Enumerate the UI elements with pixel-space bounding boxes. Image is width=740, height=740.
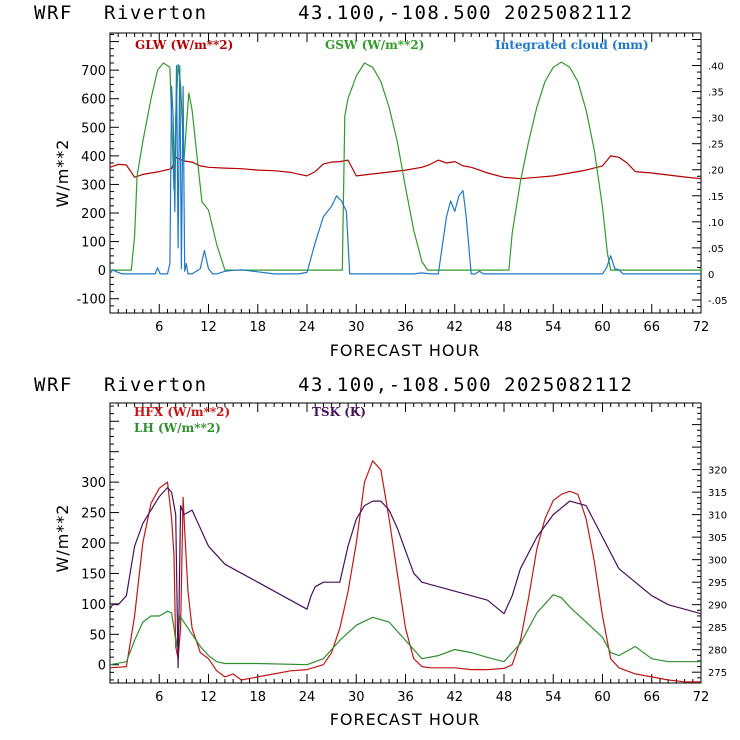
panel2-xlabel: FORECAST HOUR [330, 710, 481, 729]
x-tick-label: 60 [594, 690, 611, 705]
panel1-title-date: 2025082112 [504, 2, 634, 24]
y2-tick-label: 285 [708, 623, 727, 634]
y2-tick-label: .35 [708, 88, 724, 99]
y-tick-label: 500 [81, 121, 106, 136]
legend-entry: LH (W/m**2) [134, 421, 221, 435]
x-tick-label: 54 [545, 690, 562, 705]
x-tick-label: 66 [643, 320, 660, 335]
x-tick-label: 66 [643, 690, 660, 705]
legend-entry: Integrated cloud (mm) [495, 38, 649, 52]
legend-entry: GLW (W/m**2) [135, 38, 233, 52]
x-tick-label: 30 [348, 690, 365, 705]
x-tick-label: 42 [446, 320, 463, 335]
y-tick-label: 100 [81, 236, 106, 251]
y-tick-label: 50 [89, 628, 106, 643]
y2-tick-label: 300 [708, 556, 727, 567]
panel1-title-station: Riverton [104, 2, 208, 24]
panel1-title: WRF Riverton 43.100,-108.500 2025082112 [0, 0, 740, 30]
y2-tick-label: 295 [708, 578, 727, 589]
y2-tick-label: .15 [708, 192, 724, 203]
x-tick-label: 12 [200, 320, 217, 335]
x-tick-label: 42 [446, 690, 463, 705]
panel2-title-model: WRF [34, 374, 73, 396]
y2-tick-label: 305 [708, 533, 727, 544]
x-tick-label: 6 [155, 320, 163, 335]
x-tick-label: 54 [545, 320, 562, 335]
series-line-0 [109, 460, 701, 683]
y-tick-label: 250 [81, 507, 106, 522]
radiation-chart: 6 12 18 24 30 36 42 48 54 60 66 72 -100 0 100 200 300 400… [53, 32, 728, 360]
series-line-0 [109, 155, 702, 180]
y-tick-label: 0 [98, 659, 106, 674]
x-tick-label: 60 [594, 320, 611, 335]
series-line-1 [110, 61, 701, 271]
series-line-2 [109, 64, 701, 275]
panel1-ylabel: W/m**2 [53, 139, 72, 208]
x-tick-label: 18 [249, 320, 266, 335]
y-tick-label: 200 [81, 207, 106, 222]
panel2-title: WRF Riverton 43.100,-108.500 2025082112 [0, 372, 740, 402]
y2-tick-label: 280 [708, 646, 727, 657]
y-tick-label: 700 [81, 64, 106, 79]
x-tick-label: 72 [693, 690, 710, 705]
y-tick-label: 150 [81, 567, 106, 582]
panel2-ylabel: W/m**2 [53, 504, 72, 573]
y2-tick-label: 310 [708, 511, 727, 522]
panel2-title-date: 2025082112 [504, 374, 634, 396]
panel1-title-coords: 43.100,-108.500 [298, 2, 493, 24]
x-tick-label: 24 [299, 690, 316, 705]
y2-tick-label: 320 [708, 466, 727, 477]
y2-tick-label: .20 [708, 166, 724, 177]
x-tick-label: 30 [348, 320, 365, 335]
y2-tick-label: .40 [708, 62, 724, 73]
panel1-xlabel: FORECAST HOUR [330, 341, 481, 360]
y-tick-label: 300 [81, 476, 106, 491]
y-tick-label: 400 [81, 150, 106, 165]
y-tick-label: 600 [81, 93, 106, 108]
x-tick-label: 48 [496, 320, 513, 335]
panel2-title-station: Riverton [104, 374, 208, 396]
legend-entry: TSK (K) [312, 405, 366, 419]
y2-tick-label: 0 [708, 270, 714, 281]
x-tick-label: 12 [200, 690, 217, 705]
legend-entry: GSW (W/m**2) [325, 38, 424, 52]
y2-tick-label: .30 [708, 114, 724, 125]
x-tick-label: 18 [249, 690, 266, 705]
y-tick-label: -100 [76, 293, 106, 308]
surface-flux-chart: 6 12 18 24 30 36 42 48 54 60 66 72 0 50 100 150 200 250 30… [53, 402, 727, 729]
y2-tick-label: .10 [708, 218, 724, 229]
y-tick-label: 0 [98, 264, 106, 279]
y2-tick-label: .05 [708, 244, 724, 255]
panel1-title-model: WRF [34, 2, 73, 24]
x-tick-label: 24 [299, 320, 316, 335]
y2-tick-label: 290 [708, 601, 727, 612]
y-tick-label: 300 [81, 178, 106, 193]
x-tick-label: 6 [155, 690, 163, 705]
y2-tick-label: -.05 [708, 296, 728, 307]
y2-tick-label: 315 [708, 488, 727, 499]
y-tick-label: 100 [81, 598, 106, 613]
series-line-1 [109, 594, 701, 666]
panel2-title-coords: 43.100,-108.500 [298, 374, 493, 396]
y2-tick-label: .25 [708, 140, 724, 151]
series-line-2 [109, 486, 702, 669]
y2-tick-label: 275 [708, 668, 727, 679]
x-tick-label: 36 [397, 690, 414, 705]
legend-entry: HFX (W/m**2) [134, 405, 230, 419]
x-tick-label: 36 [397, 320, 414, 335]
y-tick-label: 200 [81, 537, 106, 552]
x-tick-label: 48 [496, 690, 513, 705]
x-tick-label: 72 [693, 320, 710, 335]
